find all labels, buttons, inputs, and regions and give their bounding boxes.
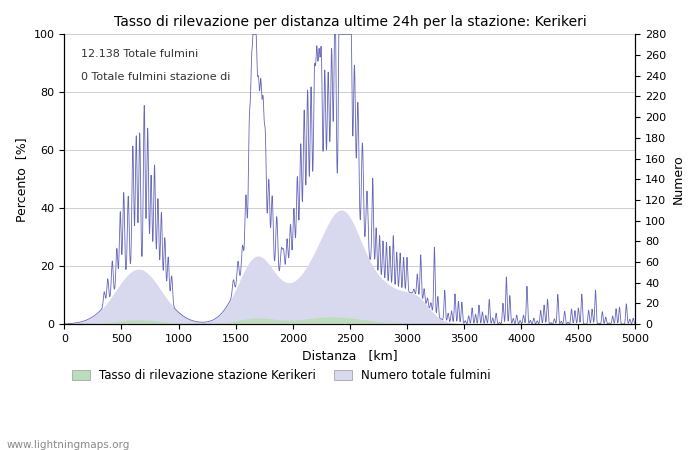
Title: Tasso di rilevazione per distanza ultime 24h per la stazione: Kerikeri: Tasso di rilevazione per distanza ultime… — [113, 15, 587, 29]
X-axis label: Distanza   [km]: Distanza [km] — [302, 350, 398, 362]
Text: www.lightningmaps.org: www.lightningmaps.org — [7, 440, 130, 450]
Y-axis label: Numero: Numero — [672, 154, 685, 204]
Y-axis label: Percento  [%]: Percento [%] — [15, 137, 28, 221]
Legend: Tasso di rilevazione stazione Kerikeri, Numero totale fulmini: Tasso di rilevazione stazione Kerikeri, … — [72, 369, 491, 382]
Text: 0 Totale fulmini stazione di: 0 Totale fulmini stazione di — [81, 72, 231, 82]
Text: 12.138 Totale fulmini: 12.138 Totale fulmini — [81, 49, 199, 59]
